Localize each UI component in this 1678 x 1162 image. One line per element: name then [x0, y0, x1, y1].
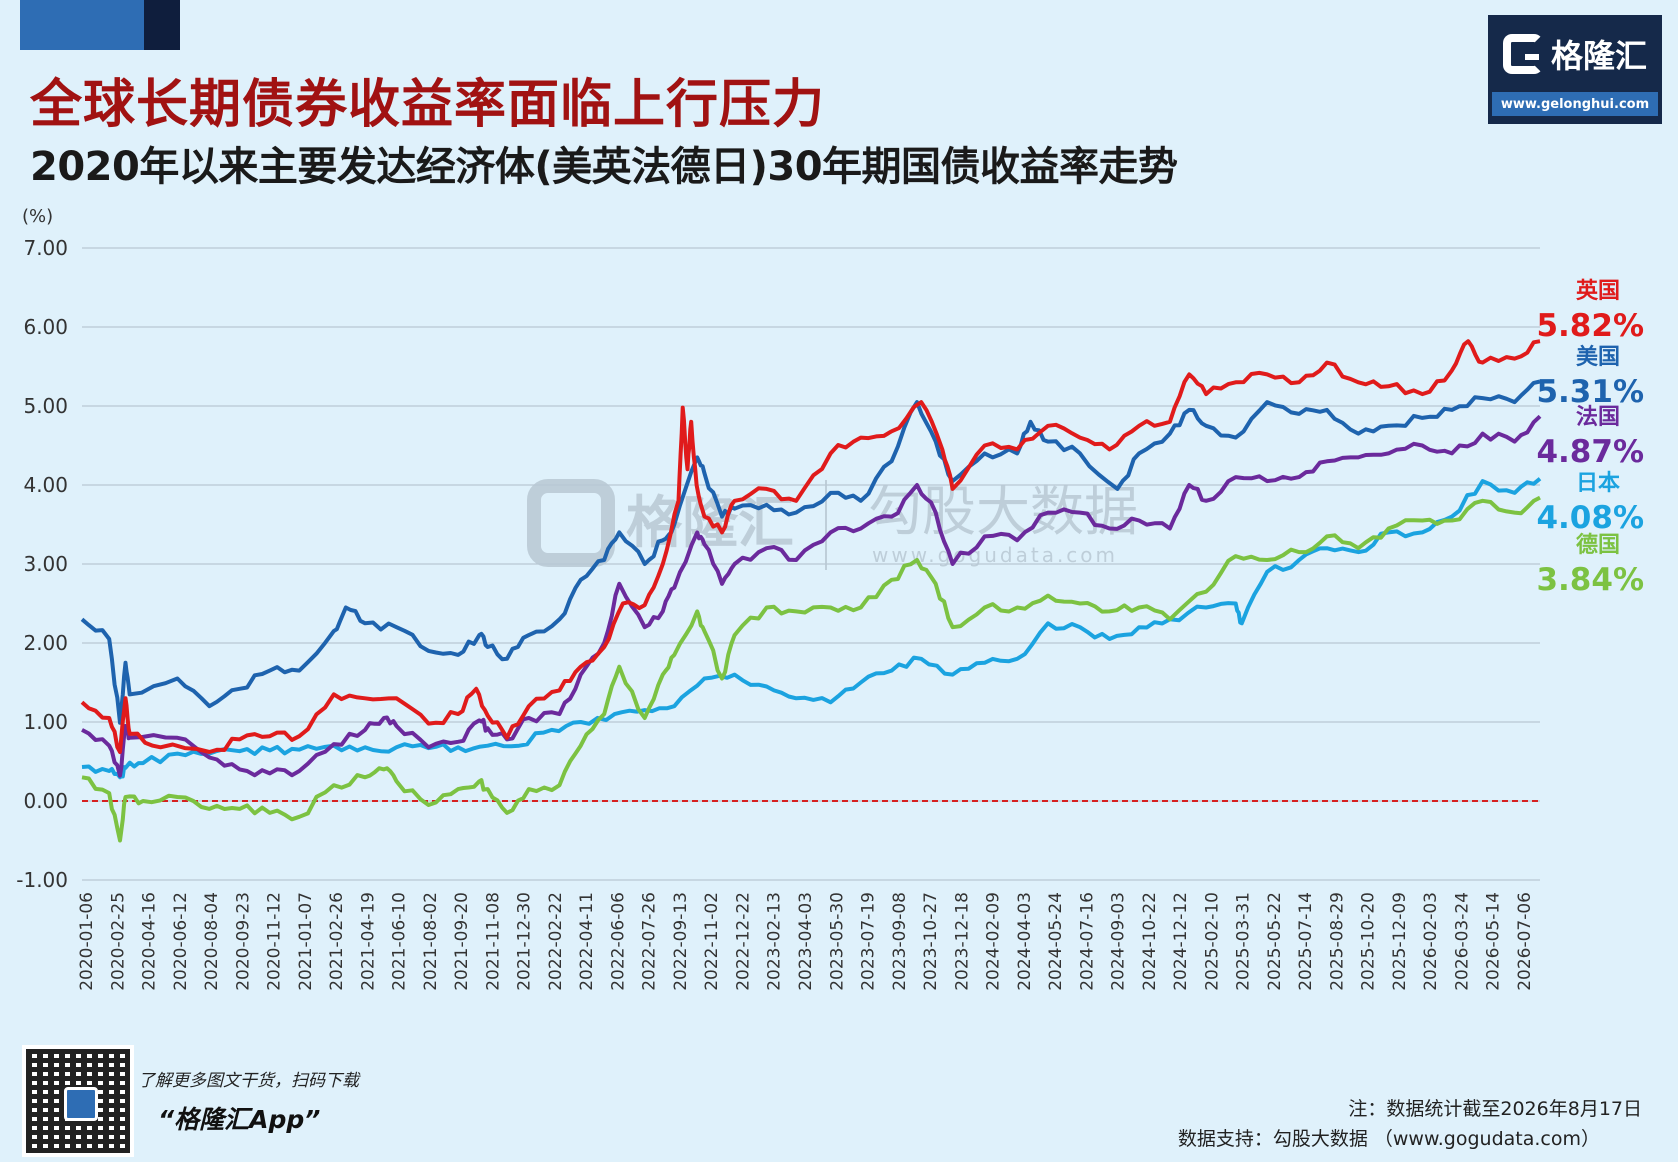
- series-line-us: [80, 379, 1541, 725]
- x-tick-label: 2023-02-13: [765, 892, 785, 991]
- x-tick-label: 2024-09-03: [1109, 892, 1129, 991]
- data-source: 数据支持：勾股大数据 （www.gogudata.com）: [1177, 1128, 1600, 1150]
- x-tick-label: 2024-02-09: [984, 892, 1004, 991]
- x-tick-label: 2023-09-08: [890, 892, 910, 991]
- promo-text: 了解更多图文干货，扫码下载: [138, 1071, 359, 1091]
- qr-logo-icon: [64, 1087, 98, 1121]
- series-line-germany: [81, 495, 1541, 843]
- series-end-value: 5.82%: [1536, 308, 1644, 344]
- x-tick-label: 2024-05-24: [1046, 892, 1066, 991]
- x-tick-label: 2022-11-02: [702, 892, 722, 991]
- chart-subtitle: 2020年以来主要发达经济体(美英法德日)30年期国债收益率走势: [30, 144, 1178, 190]
- watermark-logo-icon: [527, 479, 615, 567]
- x-tick-label: 2021-12-30: [515, 892, 535, 991]
- y-tick-label: 7.00: [23, 236, 68, 260]
- series-end-value: 4.87%: [1536, 434, 1644, 470]
- x-tick-label: 2023-04-03: [796, 892, 816, 991]
- x-tick-label: 2026-07-06: [1515, 892, 1535, 991]
- x-tick-label: 2025-02-10: [1202, 892, 1222, 991]
- x-tick-label: 2025-05-22: [1265, 892, 1285, 991]
- series-lines: [80, 339, 1542, 843]
- series-line-uk: [80, 339, 1541, 754]
- x-tick-label: 2022-07-26: [640, 892, 660, 991]
- gridlines: [82, 247, 1540, 881]
- x-tick-label: 2020-04-16: [140, 892, 160, 991]
- series-name-label: 英国: [1576, 279, 1620, 304]
- x-tick-label: 2024-07-16: [1077, 892, 1097, 991]
- y-tick-label: 0.00: [23, 789, 68, 813]
- x-tick-label: 2022-12-22: [733, 892, 753, 991]
- x-tick-label: 2023-05-30: [827, 892, 847, 991]
- x-tick-labels: 2020-01-06 2020-02-25 2020-04-16 2020-06-12…: [77, 892, 1535, 991]
- logo-name: 格隆汇: [1550, 36, 1647, 75]
- x-tick-label: 2025-07-14: [1296, 892, 1316, 991]
- x-tick-label: 2026-02-03: [1421, 892, 1441, 991]
- x-tick-label: 2026-03-24: [1452, 892, 1472, 991]
- x-tick-label: 2020-08-04: [202, 892, 222, 991]
- y-tick-labels: 7.00 6.00 5.00 4.00 3.00 2.00 1.00 0.00 -1.00: [16, 236, 68, 892]
- x-tick-label: 2020-02-25: [108, 892, 128, 991]
- y-tick-label: 3.00: [23, 552, 68, 576]
- x-tick-label: 2025-08-29: [1327, 892, 1347, 991]
- series-end-value: 5.31%: [1536, 374, 1644, 410]
- y-tick-label: 5.00: [23, 394, 68, 418]
- x-tick-label: 2025-10-20: [1359, 892, 1379, 991]
- x-tick-label: 2020-11-12: [265, 892, 285, 991]
- x-tick-label: 2021-06-10: [390, 892, 410, 991]
- logo-url: www.gelonghui.com: [1492, 92, 1658, 116]
- x-tick-label: 2026-05-14: [1484, 892, 1504, 991]
- series-name-label: 德国: [1576, 532, 1620, 558]
- x-tick-label: 2020-01-06: [77, 892, 97, 991]
- x-tick-label: 2022-04-11: [577, 892, 597, 991]
- x-tick-label: 2021-11-08: [483, 892, 503, 991]
- series-name-label: 日本: [1576, 471, 1620, 496]
- x-tick-label: 2023-07-19: [859, 892, 879, 991]
- gelonghui-logo: 格隆汇 www.gelonghui.com: [1488, 15, 1662, 124]
- x-tick-label: 2022-09-13: [671, 892, 691, 991]
- x-tick-label: 2024-12-12: [1171, 892, 1191, 991]
- x-tick-label: 2020-09-23: [233, 892, 253, 991]
- logo-g-icon: [1502, 33, 1543, 74]
- y-tick-label: 4.00: [23, 473, 68, 497]
- y-tick-label: 6.00: [23, 315, 68, 339]
- series-line-japan: [81, 477, 1542, 780]
- app-name: “格隆汇App”: [158, 1105, 321, 1134]
- x-tick-label: 2022-06-06: [608, 892, 628, 991]
- x-tick-label: 2021-08-02: [421, 892, 441, 991]
- header-accent-block: [144, 0, 180, 50]
- x-tick-label: 2021-09-20: [452, 892, 472, 991]
- qr-code[interactable]: [22, 1045, 134, 1157]
- y-axis-unit-label: (%): [22, 206, 53, 227]
- x-tick-label: 2022-02-22: [546, 892, 566, 991]
- series-end-labels: 英国 5.82%美国 5.31%法国 4.87%日本 4.08%德国 3.84%: [1536, 279, 1644, 598]
- x-tick-label: 2025-12-09: [1390, 892, 1410, 991]
- x-tick-label: 2024-10-22: [1140, 892, 1160, 991]
- x-tick-label: 2024-04-03: [1015, 892, 1035, 991]
- header-accent-bar: [20, 0, 144, 50]
- series-line-france: [81, 414, 1542, 778]
- y-tick-label: -1.00: [16, 868, 68, 892]
- x-tick-label: 2021-02-26: [327, 892, 347, 991]
- series-name-label: 美国: [1576, 344, 1620, 370]
- x-tick-label: 2023-10-27: [921, 892, 941, 991]
- series-end-value: 3.84%: [1536, 562, 1644, 598]
- data-note: 注：数据统计截至2026年8月17日: [1348, 1098, 1642, 1120]
- x-tick-label: 2021-04-19: [358, 892, 378, 991]
- x-tick-label: 2025-03-31: [1234, 892, 1254, 991]
- x-tick-label: 2023-12-18: [952, 892, 972, 991]
- x-tick-label: 2021-01-07: [296, 892, 316, 991]
- y-tick-label: 1.00: [23, 710, 68, 734]
- series-end-value: 4.08%: [1536, 500, 1644, 536]
- series-name-label: 法国: [1576, 405, 1620, 430]
- y-tick-label: 2.00: [23, 631, 68, 655]
- chart-title: 全球长期债券收益率面临上行压力: [30, 75, 826, 135]
- x-tick-label: 2020-06-12: [171, 892, 191, 991]
